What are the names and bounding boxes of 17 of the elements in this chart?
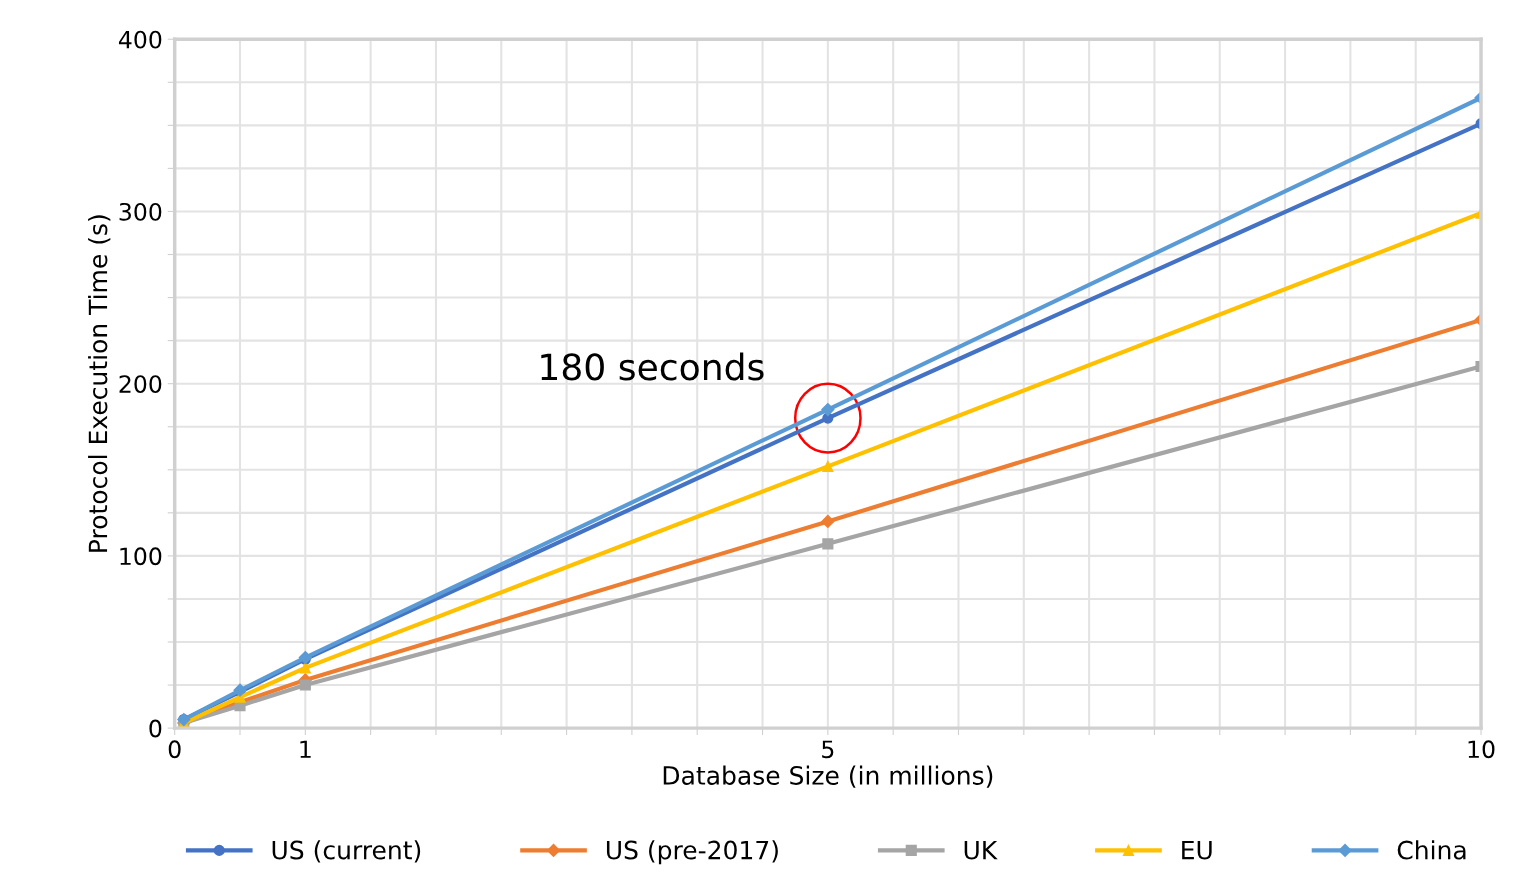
legend-label: China (1397, 840, 1466, 860)
x-tick-label: 1 (300, 740, 311, 758)
x-tick-label: 5 (822, 740, 834, 759)
y-tick-label: 200 (119, 375, 162, 393)
legend-label: UK (964, 840, 998, 860)
x-axis-title: Database Size (in millions) (663, 765, 993, 788)
y-tick-label: 400 (118, 30, 162, 49)
annotation: 180 seconds (541, 352, 764, 381)
x-tick-label: 10 (1468, 740, 1495, 759)
x-tick-label: 0 (168, 740, 181, 759)
y-axis-title: Protocol Execution Time (s) (88, 215, 111, 552)
y-tick-label: 100 (120, 547, 162, 566)
legend-label: US (pre-2017) (606, 840, 778, 865)
y-tick-label: 300 (119, 202, 162, 221)
y-tick-label: 0 (149, 719, 162, 738)
legend-label: US (current) (272, 840, 421, 863)
legend-label: EU (1182, 840, 1212, 860)
